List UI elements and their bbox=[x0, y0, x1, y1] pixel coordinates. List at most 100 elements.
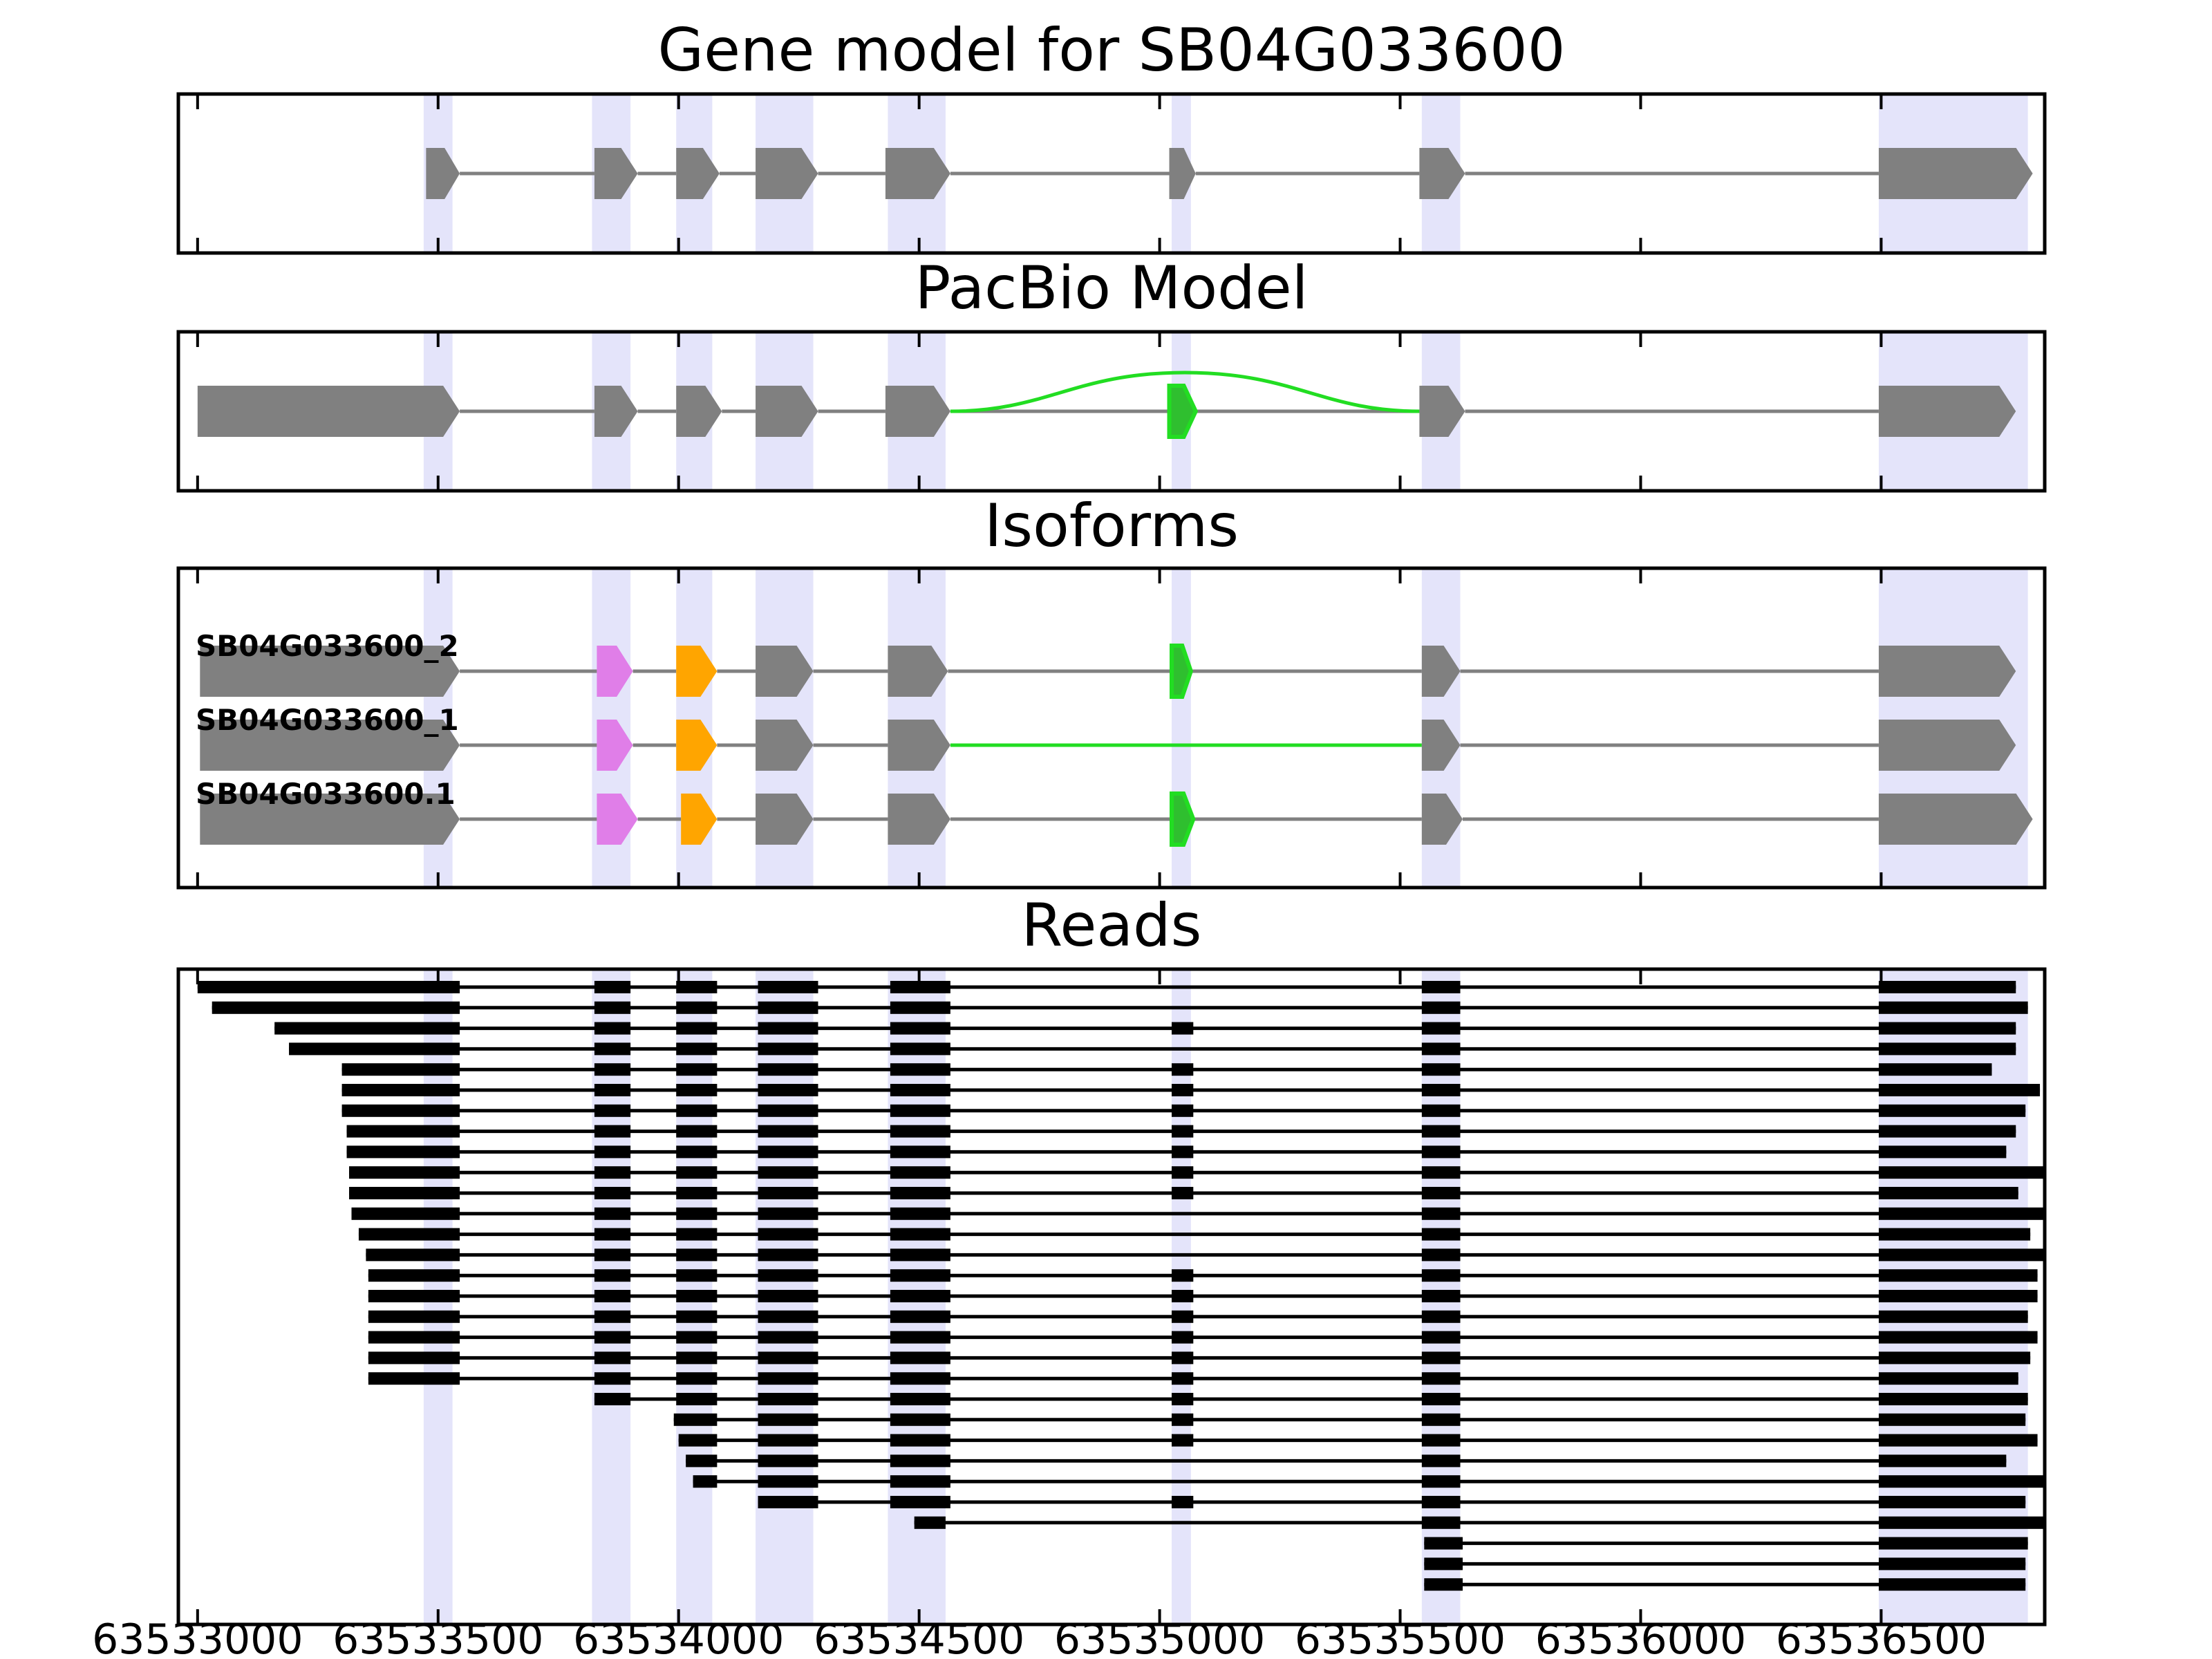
read-block bbox=[758, 1228, 818, 1241]
read-block bbox=[676, 1187, 718, 1199]
x-tick-label: 63535500 bbox=[1295, 1615, 1506, 1659]
read-block bbox=[758, 1434, 818, 1447]
read bbox=[1424, 1557, 2026, 1571]
read-block bbox=[1171, 1413, 1194, 1426]
read-block bbox=[1878, 1578, 2026, 1591]
read-block bbox=[676, 1207, 718, 1220]
x-tick-label: 63534500 bbox=[814, 1615, 1024, 1659]
read-block bbox=[1878, 1496, 2026, 1508]
read-block bbox=[676, 1372, 718, 1385]
read-block bbox=[676, 1228, 718, 1241]
read-block bbox=[594, 1001, 631, 1014]
read-block bbox=[678, 1434, 718, 1447]
read bbox=[368, 1310, 2028, 1323]
read-block bbox=[676, 1063, 718, 1076]
read-block bbox=[594, 1290, 631, 1302]
read-block bbox=[758, 1413, 818, 1426]
read-block bbox=[1421, 1001, 1461, 1014]
exon bbox=[1878, 720, 2016, 771]
read-block bbox=[346, 1125, 460, 1138]
x-tick-label: 63533000 bbox=[92, 1615, 303, 1659]
read-block bbox=[594, 1145, 631, 1159]
read-block bbox=[1878, 1022, 2016, 1035]
isoform-label: SB04G033600_2 bbox=[196, 629, 459, 663]
read-block bbox=[676, 1351, 718, 1365]
read-block bbox=[1878, 1228, 2031, 1241]
panel-frame bbox=[176, 330, 2047, 493]
panel-frame bbox=[176, 92, 2047, 255]
read-block bbox=[594, 1372, 631, 1385]
read bbox=[686, 1454, 2007, 1468]
read-block bbox=[341, 1104, 460, 1117]
read-block bbox=[368, 1310, 460, 1323]
exon bbox=[1421, 794, 1463, 845]
read-block bbox=[758, 1145, 818, 1159]
read-block bbox=[1424, 1578, 1463, 1591]
read-block bbox=[758, 1125, 818, 1138]
read-block bbox=[1171, 1166, 1194, 1179]
read-block bbox=[594, 1022, 631, 1035]
read bbox=[212, 1001, 2028, 1014]
read-block bbox=[890, 1248, 950, 1262]
read-block bbox=[368, 1372, 460, 1385]
read-block bbox=[1421, 1104, 1461, 1117]
read bbox=[366, 1248, 2045, 1262]
read-block bbox=[1421, 1331, 1461, 1344]
x-tick-label: 63536500 bbox=[1776, 1615, 1987, 1659]
read-block bbox=[890, 1022, 950, 1035]
exon bbox=[888, 646, 948, 697]
read-block bbox=[368, 1290, 460, 1302]
read-block bbox=[1421, 1372, 1461, 1385]
read-block bbox=[890, 1084, 950, 1096]
read-block bbox=[1171, 1104, 1194, 1117]
read-block bbox=[890, 1351, 950, 1365]
read-block bbox=[358, 1228, 460, 1241]
read bbox=[1424, 1578, 2026, 1591]
read-block bbox=[1171, 1145, 1194, 1159]
exon bbox=[200, 646, 460, 697]
read-block bbox=[594, 1084, 631, 1096]
panel-4: Reads bbox=[176, 891, 2047, 1627]
read-block bbox=[1878, 1537, 2028, 1550]
exon bbox=[597, 794, 638, 845]
read-block bbox=[1878, 1372, 2018, 1385]
read-block bbox=[1878, 1248, 2045, 1262]
track: SB04G033600_1 bbox=[196, 703, 2016, 771]
read-block bbox=[758, 1187, 818, 1199]
x-axis: 63533000 63533500 63534000 63534500 63535000… bbox=[92, 1615, 1987, 1659]
exon bbox=[885, 386, 950, 437]
exon bbox=[426, 148, 460, 199]
read-block bbox=[594, 1063, 631, 1076]
read-block bbox=[890, 1434, 950, 1447]
read bbox=[289, 1042, 2016, 1056]
read-block bbox=[890, 1104, 950, 1117]
track bbox=[197, 371, 2016, 439]
read-block bbox=[676, 1001, 718, 1014]
x-tick-label: 63535000 bbox=[1054, 1615, 1265, 1659]
read-block bbox=[1424, 1537, 1463, 1550]
read-block bbox=[890, 981, 950, 993]
read-block bbox=[1421, 1413, 1461, 1426]
read-block bbox=[890, 1063, 950, 1076]
read-block bbox=[758, 1042, 818, 1056]
read-block bbox=[197, 981, 460, 993]
novel-exon bbox=[1167, 384, 1199, 439]
exon bbox=[756, 794, 814, 845]
read-block bbox=[890, 1001, 950, 1014]
read-block bbox=[368, 1331, 460, 1344]
read bbox=[349, 1166, 2045, 1179]
read-block bbox=[594, 1104, 631, 1117]
read-block bbox=[676, 981, 718, 993]
read-block bbox=[890, 1413, 950, 1426]
read bbox=[693, 1475, 2045, 1488]
read-block bbox=[890, 1042, 950, 1056]
read-block bbox=[1421, 1084, 1461, 1096]
read-block bbox=[1171, 1393, 1194, 1405]
exon bbox=[676, 148, 720, 199]
x-tick-label: 63536000 bbox=[1535, 1615, 1746, 1659]
read-block bbox=[676, 1166, 718, 1179]
read-block bbox=[594, 1351, 631, 1365]
read-block bbox=[594, 1331, 631, 1344]
read-block bbox=[349, 1187, 460, 1199]
read-block bbox=[758, 1290, 818, 1302]
